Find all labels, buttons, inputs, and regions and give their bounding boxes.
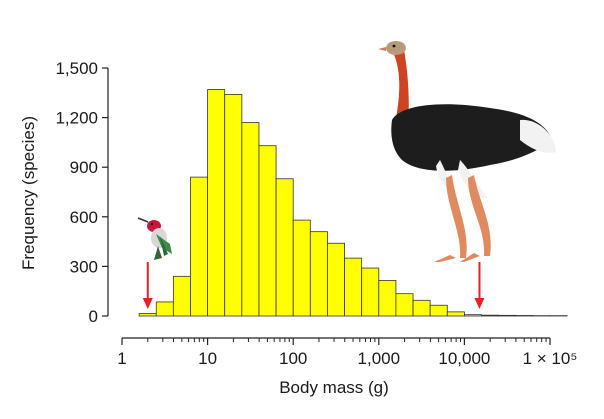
hummingbird-icon: [137, 217, 172, 260]
y-tick-label: 300: [70, 257, 98, 276]
histogram-bar: [446, 311, 465, 317]
y-tick-label: 0: [89, 307, 98, 326]
y-tick-label: 1,200: [55, 109, 98, 128]
y-tick-label: 900: [70, 158, 98, 177]
histogram-bar: [498, 314, 517, 317]
x-tick-label: 10: [198, 349, 217, 368]
histogram-bar: [344, 257, 363, 317]
histogram-bar: [412, 299, 431, 317]
histogram-bar: [429, 304, 448, 317]
histogram-bar: [378, 280, 397, 317]
ostrich-icon: [378, 41, 556, 262]
x-tick-label: 100: [279, 349, 307, 368]
histogram-bar: [463, 314, 482, 317]
histogram-bar: [138, 313, 157, 317]
histogram-bar: [207, 89, 226, 317]
histogram-bar: [224, 94, 243, 317]
y-tick-label: 1,500: [55, 59, 98, 78]
histogram-bar: [327, 242, 345, 317]
histogram-bar: [258, 145, 277, 317]
x-axis-title: Body mass (g): [279, 378, 389, 397]
red-arrow-icon: [142, 262, 153, 309]
x-tick-label: 1,000: [358, 349, 401, 368]
histogram-bar: [361, 267, 380, 317]
histogram-bar: [155, 301, 174, 317]
red-arrow-icon: [474, 262, 485, 309]
histogram-bar: [481, 314, 500, 317]
histogram-bar: [172, 275, 191, 317]
x-tick-label: 1: [117, 349, 126, 368]
y-tick-label: 600: [70, 208, 98, 227]
x-tick-label: 10,000: [438, 349, 490, 368]
histogram-bar: [241, 122, 260, 317]
bars-group: [138, 89, 568, 317]
histogram-bar: [275, 178, 294, 317]
histogram-bar: [309, 231, 328, 317]
histogram-bar: [395, 293, 414, 317]
arrows-group: [142, 262, 485, 309]
x-tick-label: 1 × 10⁵: [523, 349, 578, 368]
axes-group: 0 300 600 900 1,200 1,500 1 10 100 1,000 10,000 1 ×…: [55, 59, 577, 368]
histogram-bar: [190, 176, 208, 317]
histogram-bar: [292, 219, 311, 317]
y-axis-title: Frequency (species): [19, 116, 38, 270]
